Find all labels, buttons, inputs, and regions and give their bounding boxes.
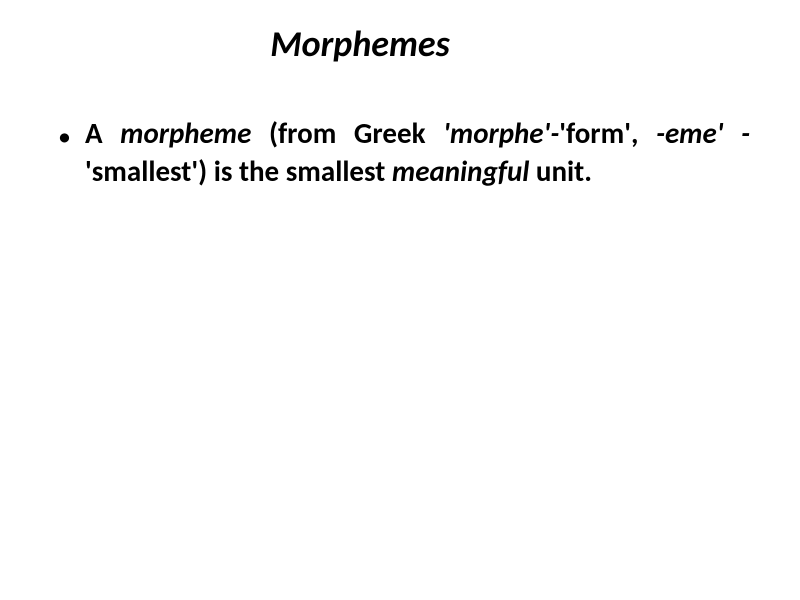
slide-title: Morphemes bbox=[0, 22, 750, 66]
slide-container: Morphemes • A morpheme (from Greek 'morp… bbox=[0, 0, 800, 600]
bullet-text: A morpheme (from Greek 'morphe'-'form', … bbox=[85, 114, 750, 191]
slide-body: • A morpheme (from Greek 'morphe'-'form'… bbox=[50, 114, 750, 191]
bullet-item: • A morpheme (from Greek 'morphe'-'form'… bbox=[58, 114, 750, 191]
bullet-marker: • bbox=[58, 116, 71, 156]
